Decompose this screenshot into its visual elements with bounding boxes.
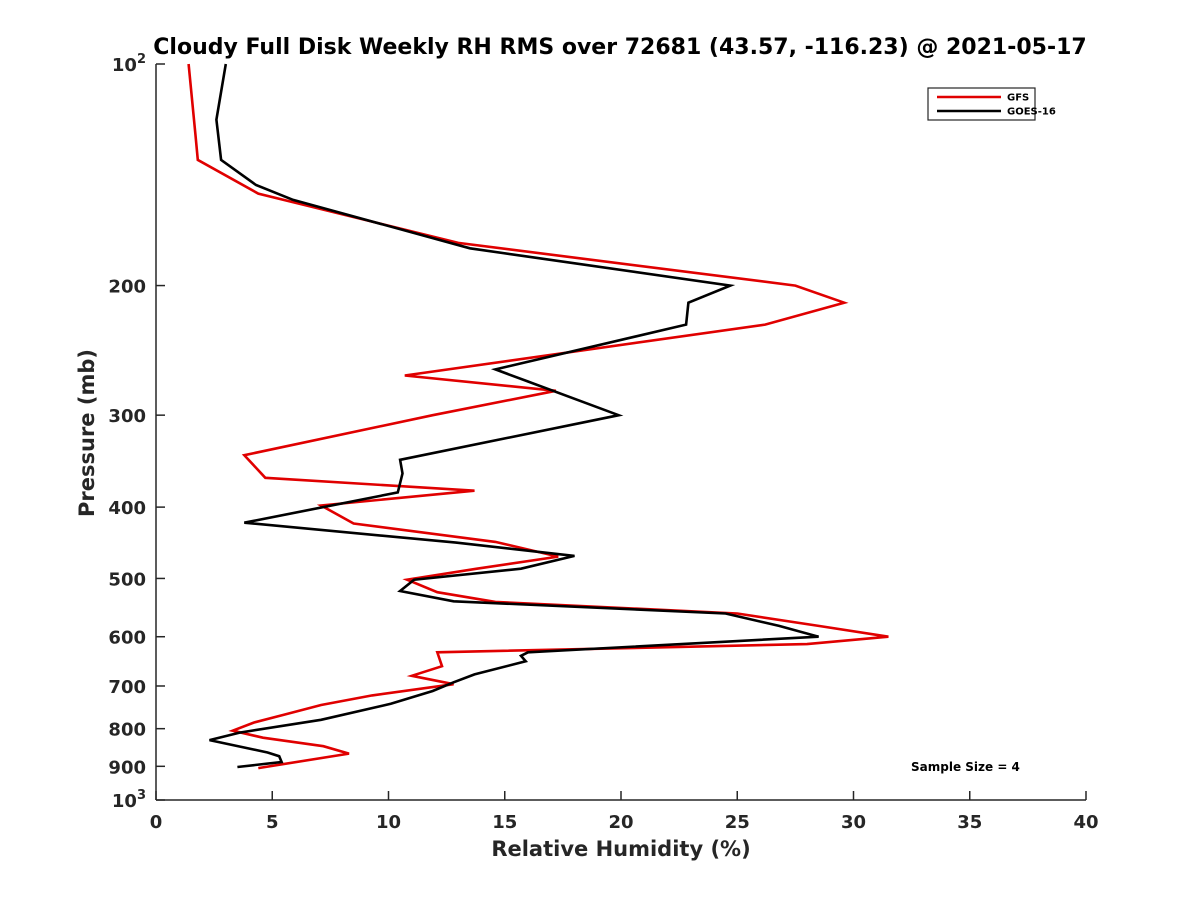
x-axis-ticks: 0 5 10 15 20 25 30 35 40 [150, 791, 1099, 833]
y-tick-label: 200 [108, 277, 146, 298]
sample-size-annotation: Sample Size = 4 [911, 760, 1020, 774]
legend-label: GFS [1007, 93, 1029, 104]
plot-area [187, 63, 889, 770]
legend-box [927, 87, 1036, 121]
x-tick-label: 5 [266, 812, 279, 833]
x-tick-label: 35 [957, 812, 982, 833]
x-tick-label: 10 [376, 812, 401, 833]
y-axis-label: Pressure (mb) [75, 349, 99, 517]
y-tick-label: 700 [108, 677, 146, 698]
x-axis-label: Relative Humidity (%) [491, 837, 750, 861]
x-tick-label: 15 [492, 812, 517, 833]
legend-label: GOES-16 [1007, 107, 1056, 118]
y-tick-label: 103 [112, 788, 146, 812]
chart-title: Cloudy Full Disk Weekly RH RMS over 7268… [153, 35, 1086, 60]
x-tick-label: 0 [150, 812, 163, 833]
y-tick-label: 600 [108, 628, 146, 649]
x-tick-label: 25 [725, 812, 750, 833]
x-tick-label: 30 [841, 812, 866, 833]
series-line-gfs [187, 63, 889, 770]
y-tick-label: 400 [108, 498, 146, 519]
x-tick-label: 20 [608, 812, 633, 833]
x-tick-label: 40 [1073, 812, 1098, 833]
y-axis-ticks: 102 200 300 400 500 600 700 800 900 103 [108, 52, 165, 812]
y-tick-label: 500 [108, 569, 146, 590]
y-tick-label: 102 [112, 52, 146, 76]
y-tick-label: 300 [108, 406, 146, 427]
y-tick-label: 800 [108, 720, 146, 741]
legend: GFS GOES-16 [927, 87, 1056, 121]
series-line-goes-16 [209, 63, 819, 769]
y-tick-label: 900 [108, 757, 146, 778]
